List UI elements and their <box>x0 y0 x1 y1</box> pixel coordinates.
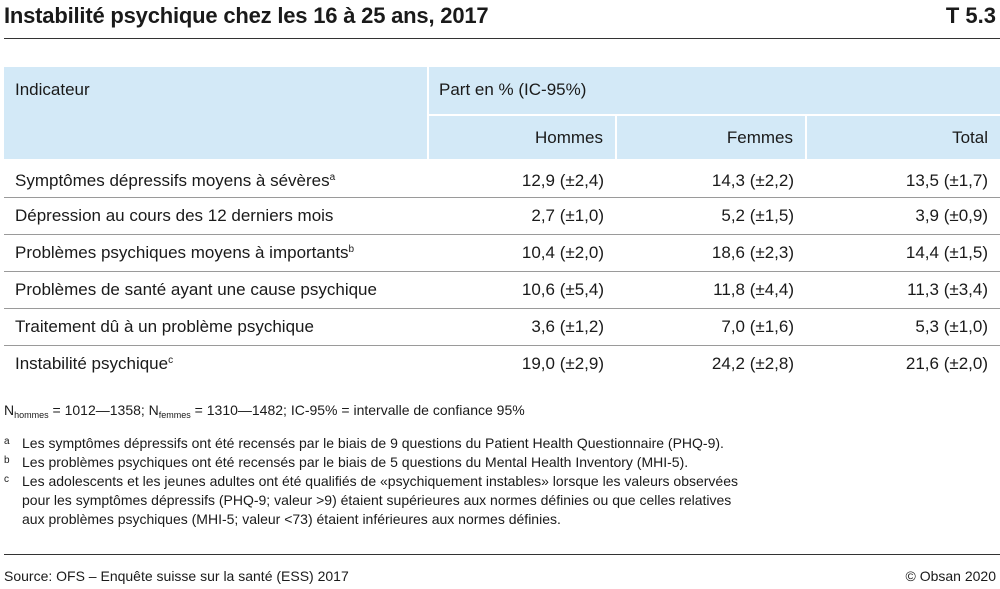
cell-hommes: 12,9 (±2,4) <box>428 159 616 198</box>
cell-total: 5,3 (±1,0) <box>806 308 1000 346</box>
header-femmes: Femmes <box>616 115 807 159</box>
source-text: Source: OFS – Enquête suisse sur la sant… <box>4 568 349 584</box>
data-table: Indicateur Part en % (IC-95%) Hommes Fem… <box>4 67 1000 382</box>
sample-size-note: Nhommes = 1012—1358; Nfemmes = 1310—1482… <box>4 402 525 420</box>
cell-total: 3,9 (±0,9) <box>806 197 1000 235</box>
header-indicator: Indicateur <box>4 67 429 159</box>
title-bar: Instabilité psychique chez les 16 à 25 a… <box>4 3 996 33</box>
header-total: Total <box>806 115 1000 159</box>
row-label: Problèmes psychiques moyens à importants… <box>4 234 428 272</box>
table-row: Dépression au cours des 12 derniers mois… <box>4 197 1000 235</box>
row-label: Instabilité psychiquec <box>15 353 174 373</box>
row-label: Symptômes dépressifs moyens à sévèresa <box>4 159 428 198</box>
table-row: Instabilité psychiquec 19,0 (±2,9) 24,2 … <box>4 345 1000 382</box>
cell-total: 21,6 (±2,0) <box>905 353 988 373</box>
cell-hommes: 19,0 (±2,9) <box>521 353 604 373</box>
notes: Nhommes = 1012—1358; Nfemmes = 1310—1482… <box>4 401 994 529</box>
cell-femmes: 14,3 (±2,2) <box>616 159 806 198</box>
footnote-b: b Les problèmes psychiques ont été recens… <box>4 454 689 470</box>
bottom-rule <box>4 554 1000 555</box>
top-rule <box>4 38 1000 39</box>
row-label: Traitement dû à un problème psychique <box>4 308 428 346</box>
footnote-ref: b <box>348 243 355 255</box>
cell-hommes: 3,6 (±1,2) <box>428 308 616 346</box>
row-label: Dépression au cours des 12 derniers mois <box>4 197 428 235</box>
cell-hommes: 10,4 (±2,0) <box>428 234 616 272</box>
table-row: Symptômes dépressifs moyens à sévèresa 1… <box>4 159 1000 198</box>
header-row-group: Indicateur Part en % (IC-95%) <box>4 67 1000 159</box>
header-part-group: Part en % (IC-95%) <box>428 67 1000 116</box>
footnote-ref: a <box>329 171 336 183</box>
cell-femmes: 5,2 (±1,5) <box>616 197 806 235</box>
cell-femmes: 11,8 (±4,4) <box>616 271 806 309</box>
cell-hommes: 10,6 (±5,4) <box>428 271 616 309</box>
cell-femmes: 24,2 (±2,8) <box>711 353 794 373</box>
row-label: Problèmes de santé ayant une cause psych… <box>4 271 428 309</box>
table-row: Traitement dû à un problème psychique 3,… <box>4 308 1000 346</box>
footnote-ref: c <box>168 354 174 366</box>
cell-hommes: 2,7 (±1,0) <box>428 197 616 235</box>
footnote-a: a Les symptômes dépressifs ont été recens… <box>4 435 724 451</box>
cell-total: 13,5 (±1,7) <box>806 159 1000 198</box>
header-row-columns: Hommes Femmes Total <box>4 115 1000 159</box>
table-row: Problèmes psychiques moyens à importants… <box>4 234 1000 272</box>
header-hommes: Hommes <box>428 115 617 159</box>
page-title: Instabilité psychique chez les 16 à 25 a… <box>4 3 489 28</box>
cell-femmes: 18,6 (±2,3) <box>616 234 806 272</box>
table-row: Problèmes de santé ayant une cause psych… <box>4 271 1000 309</box>
footnote-c: c Les adolescents et les jeunes adultes o… <box>4 473 738 527</box>
cell-total: 11,3 (±3,4) <box>806 271 1000 309</box>
cell-femmes: 7,0 (±1,6) <box>616 308 806 346</box>
cell-total: 14,4 (±1,5) <box>806 234 1000 272</box>
table-id: T 5.3 <box>945 3 996 28</box>
copyright-text: © Obsan 2020 <box>905 568 997 584</box>
